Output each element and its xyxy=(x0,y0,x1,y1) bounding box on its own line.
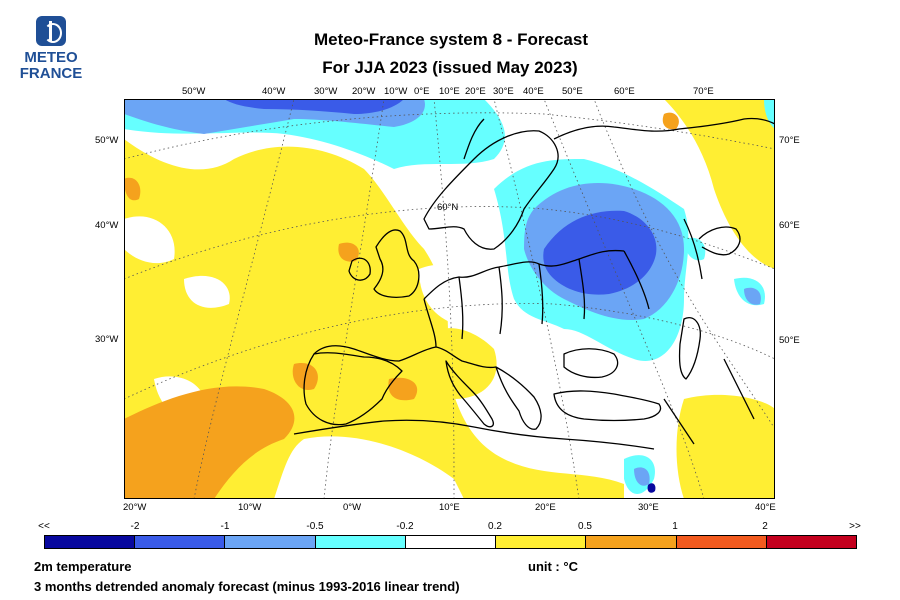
description-label: 3 months detrended anomaly forecast (min… xyxy=(34,579,460,594)
colorbar-segment xyxy=(586,536,677,548)
title-line2: For JJA 2023 (issued May 2023) xyxy=(322,58,578,77)
colorbar-label: 0.5 xyxy=(578,521,592,532)
lat-label-left: 40°W xyxy=(95,220,119,231)
colorbar-label: 2 xyxy=(762,521,768,532)
map-frame xyxy=(124,99,775,499)
title-line1: Meteo-France system 8 - Forecast xyxy=(314,30,588,49)
lon-label-top: 70°E xyxy=(693,86,714,97)
lat-label-right: 50°E xyxy=(779,335,800,346)
anomaly-positive-moderate-region xyxy=(124,112,679,499)
meteo-france-emblem-icon xyxy=(36,16,66,46)
unit-label: unit : °C xyxy=(528,559,578,574)
lat-label-left: 30°W xyxy=(95,334,119,345)
lon-label-top: 10°E xyxy=(439,86,460,97)
lon-label-top: 50°E xyxy=(562,86,583,97)
anomaly-extreme-negative-spot xyxy=(647,483,656,493)
lon-label-top: 20°W xyxy=(352,86,376,97)
lon-label-bottom: 10°W xyxy=(238,502,262,513)
colorbar-segment xyxy=(496,536,587,548)
logo-text-line1: METEO xyxy=(24,49,78,66)
anomaly-map xyxy=(124,99,775,499)
lon-label-bottom: 20°W xyxy=(123,502,147,513)
variable-label: 2m temperature xyxy=(34,559,132,574)
meteo-france-logo: METEO FRANCE xyxy=(18,16,84,82)
colorbar-label: << xyxy=(38,521,50,532)
coastlines xyxy=(293,117,775,450)
lon-label-bottom: 10°E xyxy=(439,502,460,513)
lon-label-top: 60°E xyxy=(614,86,635,97)
colorbar-label: -0.5 xyxy=(306,521,324,532)
lon-label-top: 40°E xyxy=(523,86,544,97)
colorbar-segment xyxy=(135,536,226,548)
lat-label-left: 50°W xyxy=(95,135,119,146)
colorbar-segment xyxy=(766,536,856,548)
colorbar-segment xyxy=(676,536,767,548)
lon-label-top: 30°E xyxy=(493,86,514,97)
lon-label-bottom: 40°E xyxy=(755,502,776,513)
lat-label-right: 70°E xyxy=(779,135,800,146)
lon-label-bottom: 20°E xyxy=(535,502,556,513)
colorbar-label: -2 xyxy=(130,521,140,532)
anomaly-map-svg xyxy=(124,99,775,499)
colorbar-label: -0.2 xyxy=(396,521,414,532)
graticule xyxy=(124,99,775,499)
lon-label-top: 30°W xyxy=(314,86,338,97)
lat-label-right: 60°E xyxy=(779,220,800,231)
logo-text-line2: FRANCE xyxy=(19,65,83,82)
colorbar-label: 0.2 xyxy=(488,521,502,532)
colorbar-segment xyxy=(405,536,497,548)
lon-label-top: 20°E xyxy=(465,86,486,97)
lon-label-bottom: 0°W xyxy=(343,502,362,513)
colorbar-segment xyxy=(315,536,406,548)
colorbar-label: -1 xyxy=(220,521,230,532)
colorbar-label: 1 xyxy=(672,521,678,532)
lon-label-top: 10°W xyxy=(384,86,408,97)
lon-label-top: 40°W xyxy=(262,86,286,97)
lon-label-bottom: 30°E xyxy=(638,502,659,513)
colorbar xyxy=(44,535,857,549)
colorbar-segment xyxy=(225,536,316,548)
lon-label-top: 50°W xyxy=(182,86,206,97)
lon-label-top: 0°E xyxy=(414,86,430,97)
colorbar-label: >> xyxy=(849,521,861,532)
colorbar-segment xyxy=(45,536,136,548)
anomaly-neutral-patches xyxy=(124,216,775,499)
lat-label-inner: 60°N xyxy=(437,202,459,213)
